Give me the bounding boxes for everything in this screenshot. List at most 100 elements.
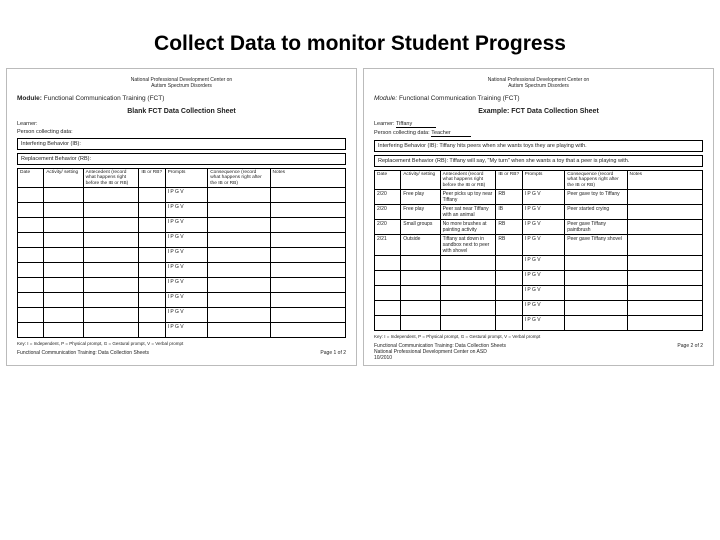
table-cell [208, 307, 270, 322]
page-title: Collect Data to monitor Student Progress [0, 0, 720, 68]
footer-text-right: Functional Communication Training: Data … [374, 343, 506, 361]
table-cell [375, 270, 401, 285]
col-notes: Notes [270, 169, 345, 188]
table-row: I P G V [18, 232, 346, 247]
table-cell: RB [496, 234, 522, 255]
table-cell [627, 315, 702, 330]
footer-page-right: Page 2 of 2 [677, 343, 703, 361]
table-cell [401, 285, 440, 300]
module-line-left: Module: Functional Communication Trainin… [17, 95, 346, 102]
table-cell [208, 262, 270, 277]
table-cell: I P G V [522, 300, 565, 315]
table-row: I P G V [375, 270, 703, 285]
table-cell [139, 247, 165, 262]
org-line2: Autism Spectrum Disorders [17, 83, 346, 89]
table-cell [375, 285, 401, 300]
table-cell: Peer gave Tiffany paintbrush [565, 219, 627, 234]
table-cell: I P G V [522, 204, 565, 219]
table-row: I P G V [18, 307, 346, 322]
table-cell [208, 292, 270, 307]
table-cell [375, 300, 401, 315]
table-row: I P G V [18, 217, 346, 232]
table-row: 2/21OutsideTiffany sat down in sandbox n… [375, 234, 703, 255]
data-table-right: Date Activity/ setting Antecedent (recor… [374, 170, 703, 331]
col-consequence: Consequence (record what happens right a… [208, 169, 270, 188]
table-cell [440, 285, 496, 300]
table-cell [270, 277, 345, 292]
col-prompts-r: Prompts [522, 171, 565, 190]
table-cell: 2/20 [375, 204, 401, 219]
table-cell [440, 300, 496, 315]
table-cell [565, 255, 627, 270]
org-header-left: National Professional Development Center… [17, 77, 346, 89]
table-cell: Peer sat near Tiffany with an animal [440, 204, 496, 219]
data-table-left: Date Activity/ setting Antecedent (recor… [17, 168, 346, 338]
table-cell: I P G V [165, 247, 208, 262]
table-cell [627, 255, 702, 270]
table-cell: I P G V [165, 232, 208, 247]
table-cell [18, 247, 44, 262]
footer-right: Functional Communication Training: Data … [374, 343, 703, 361]
table-cell [270, 232, 345, 247]
table-cell: I P G V [165, 262, 208, 277]
table-cell [496, 270, 522, 285]
collector-label: Person collecting data: [17, 129, 73, 135]
rb-box-right: Replacement Behavior (RB): Tiffany will … [374, 155, 703, 167]
table-cell [44, 202, 83, 217]
table-cell [44, 232, 83, 247]
table-cell: IB [496, 204, 522, 219]
table-cell [139, 322, 165, 337]
table-cell: RB [496, 189, 522, 204]
table-cell [627, 204, 702, 219]
table-cell [496, 285, 522, 300]
table-cell [496, 300, 522, 315]
table-cell: RB [496, 219, 522, 234]
col-consequence-r: Consequence (record what happens right a… [565, 171, 627, 190]
table-cell [18, 322, 44, 337]
table-cell [208, 277, 270, 292]
table-cell [83, 262, 139, 277]
table-cell [139, 217, 165, 232]
table-cell [627, 219, 702, 234]
table-cell [401, 315, 440, 330]
footer-page-left: Page 1 of 2 [320, 350, 346, 356]
table-row: I P G V [18, 202, 346, 217]
table-cell: I P G V [165, 322, 208, 337]
table-cell [44, 292, 83, 307]
table-cell [496, 315, 522, 330]
table-cell [44, 277, 83, 292]
col-prompts: Prompts [165, 169, 208, 188]
table-cell [18, 307, 44, 322]
table-cell [401, 255, 440, 270]
sheet-title-left: Blank FCT Data Collection Sheet [17, 108, 346, 115]
table-cell [270, 322, 345, 337]
table-cell [139, 277, 165, 292]
table-cell: Peer started crying [565, 204, 627, 219]
table-cell: No more brushes at painting activity [440, 219, 496, 234]
table-row: 2/20Free playPeer picks up toy near Tiff… [375, 189, 703, 204]
col-ibrb: IB or RB? [139, 169, 165, 188]
rb-box-left: Replacement Behavior (RB): [17, 153, 346, 165]
table-cell: 2/21 [375, 234, 401, 255]
key-line-left: Key: I = Independent, P = Physical promp… [17, 341, 346, 346]
table-row: I P G V [375, 315, 703, 330]
table-cell [270, 187, 345, 202]
module-name: Functional Communication Training (FCT) [44, 95, 165, 102]
ib-box-right: Interfering Behavior (IB): Tiffany hits … [374, 140, 703, 152]
table-cell [375, 315, 401, 330]
table-cell [270, 307, 345, 322]
table-header-row: Date Activity/ setting Antecedent (recor… [18, 169, 346, 188]
table-cell [440, 315, 496, 330]
learner-field-right: Learner: Tiffany [374, 121, 703, 128]
table-cell [565, 300, 627, 315]
table-row: I P G V [375, 300, 703, 315]
col-ibrb-r: IB or RB? [496, 171, 522, 190]
table-cell [401, 300, 440, 315]
table-cell: I P G V [165, 277, 208, 292]
table-cell: Peer gave toy to Tiffany [565, 189, 627, 204]
table-cell [565, 270, 627, 285]
table-cell: I P G V [165, 292, 208, 307]
module-label-r: Module: [374, 95, 397, 102]
table-cell: Peer gave Tiffany shovel [565, 234, 627, 255]
table-cell [208, 322, 270, 337]
